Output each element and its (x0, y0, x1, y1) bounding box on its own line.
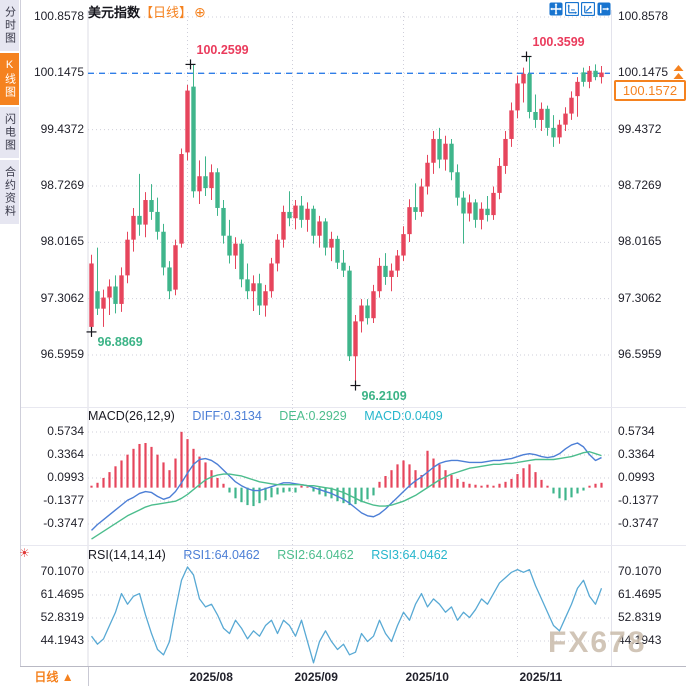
x-axis-label: 2025/09 (294, 670, 338, 684)
y-axis-label: 97.3062 (40, 290, 84, 305)
x-axis-label: 2025/11 (519, 670, 563, 684)
zoom-add-icon[interactable]: ⊕ (194, 4, 206, 20)
y-axis-label: -0.3747 (43, 516, 84, 530)
symbol-name: 美元指数 (88, 5, 141, 20)
period-label: 日线 (34, 670, 59, 684)
chart-title: 美元指数【日线】 ⊕ (88, 2, 206, 21)
low-price-annotation: 96.2109 (361, 388, 407, 403)
price-up-arrow-icon (673, 65, 684, 79)
indicator-settings-icon[interactable]: ☀ (19, 546, 30, 560)
crosshair-move-icon[interactable] (549, 2, 563, 16)
y-axis-label: -0.3747 (618, 516, 659, 530)
y-axis-label: 61.4695 (618, 586, 662, 601)
y-axis-label: 100.8578 (618, 9, 669, 23)
y-axis-label: 44.1943 (40, 633, 84, 647)
y-axis-label: 52.8319 (40, 609, 84, 624)
macd-dea-value: DEA:0.2929 (279, 409, 347, 423)
y-axis-label: 0.3364 (618, 446, 655, 461)
y-axis-label: -0.1377 (618, 493, 659, 507)
sidebar-item-kline-chart[interactable]: K线图 (0, 53, 19, 105)
rsi-header: RSI(14,14,14) RSI1:64.0462 RSI2:64.0462 … (88, 548, 462, 562)
high-price-annotation: 100.3599 (532, 35, 585, 50)
time-axis-bar: 日线 ▲ (20, 666, 686, 686)
rsi2-value: RSI2:64.0462 (277, 548, 354, 562)
y-axis-label: 98.7269 (40, 177, 84, 192)
y-axis-label: 100.1475 (618, 65, 669, 80)
y-axis-label: 61.4695 (40, 586, 84, 601)
pan-exit-icon[interactable] (597, 2, 611, 16)
low-price-annotation: 96.8869 (97, 334, 143, 349)
period-arrow-icon: ▲ (61, 670, 74, 684)
y-axis-label: 0.0993 (618, 470, 655, 484)
y-axis-label: 100.8578 (33, 9, 84, 23)
y-axis-label: 44.1943 (618, 633, 662, 647)
axis-range-icon[interactable] (565, 2, 579, 16)
y-axis-label: 99.4372 (40, 121, 84, 136)
rsi-label: RSI(14,14,14) (88, 548, 166, 562)
chart-toolbar (549, 2, 612, 16)
y-axis-label: 0.5734 (618, 424, 655, 438)
sidebar-item-contract-info[interactable]: 合约资料 (0, 160, 19, 224)
y-axis-label: 99.4372 (618, 121, 662, 136)
macd-header: MACD(26,12,9) DIFF:0.3134 DEA:0.2929 MAC… (88, 409, 457, 423)
y-axis-label: 98.0165 (618, 234, 662, 249)
y-axis-label: 96.5959 (618, 347, 662, 361)
y-axis-label: 98.7269 (618, 177, 662, 192)
period-selector[interactable]: 日线 ▲ (20, 667, 89, 686)
rsi3-value: RSI3:64.0462 (371, 548, 448, 562)
sidebar-item-time-chart[interactable]: 分时图 (0, 0, 19, 51)
macd-label: MACD(26,12,9) (88, 409, 175, 423)
last-price-badge: 100.1572 (614, 80, 686, 101)
y-axis-label: 52.8319 (618, 609, 662, 624)
macd-diff-value: DIFF:0.3134 (192, 409, 262, 423)
x-axis-label: 2025/08 (189, 670, 233, 684)
y-axis-label: 70.1070 (618, 564, 662, 578)
rsi1-value: RSI1:64.0462 (183, 548, 260, 562)
y-axis-label: 97.3062 (618, 290, 662, 305)
macd-macd-value: MACD:0.0409 (364, 409, 443, 423)
sidebar-item-flash-chart[interactable]: 闪电图 (0, 107, 19, 158)
period-tag: 【日线】 (140, 5, 193, 20)
high-price-annotation: 100.2599 (196, 43, 249, 58)
axis-scale-icon[interactable] (581, 2, 595, 16)
x-axis-label: 2025/10 (405, 670, 449, 684)
y-axis-label: 70.1070 (40, 564, 84, 578)
y-axis-label: -0.1377 (43, 493, 84, 507)
y-axis-label: 98.0165 (40, 234, 84, 249)
y-axis-label: 100.1475 (33, 65, 84, 80)
y-axis-label: 96.5959 (40, 347, 84, 361)
watermark: FX678 (548, 626, 647, 659)
y-axis-label: 0.3364 (47, 446, 84, 461)
y-axis-label: 0.5734 (47, 424, 84, 438)
y-axis-label: 0.0993 (47, 470, 84, 484)
chart-type-sidebar: 分时图 K线图 闪电图 合约资料 (0, 0, 21, 686)
